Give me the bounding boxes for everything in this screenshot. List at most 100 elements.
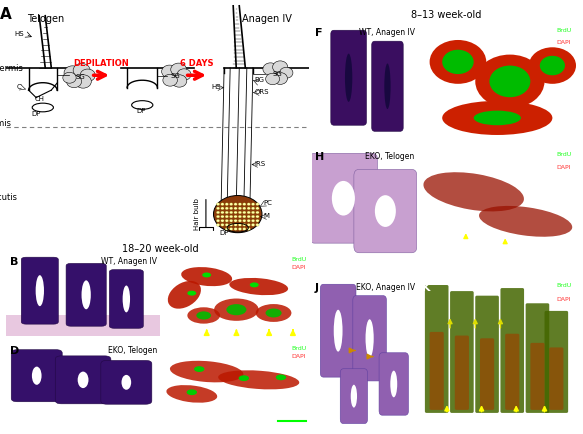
Text: DAPI: DAPI <box>557 296 571 301</box>
Text: Telogen: Telogen <box>27 14 64 24</box>
Circle shape <box>225 220 229 223</box>
Circle shape <box>247 220 250 223</box>
Text: BrdU: BrdU <box>291 345 306 350</box>
Circle shape <box>225 204 229 206</box>
FancyBboxPatch shape <box>66 264 106 326</box>
Ellipse shape <box>181 267 232 286</box>
Text: EKO, Anagen IV: EKO, Anagen IV <box>356 283 415 291</box>
Circle shape <box>66 76 82 89</box>
Ellipse shape <box>276 375 286 380</box>
Circle shape <box>221 216 224 218</box>
Ellipse shape <box>214 299 259 321</box>
Circle shape <box>243 207 246 210</box>
Ellipse shape <box>256 304 292 322</box>
Ellipse shape <box>351 385 357 408</box>
Circle shape <box>251 216 255 218</box>
FancyBboxPatch shape <box>320 285 356 377</box>
Text: Epidermis: Epidermis <box>0 64 23 73</box>
Ellipse shape <box>366 319 374 358</box>
Circle shape <box>263 64 278 76</box>
Ellipse shape <box>474 112 521 126</box>
Text: SG: SG <box>272 71 282 76</box>
Ellipse shape <box>166 385 217 403</box>
Text: Hair bulb: Hair bulb <box>194 197 200 229</box>
Ellipse shape <box>170 361 244 382</box>
Circle shape <box>243 216 246 218</box>
Ellipse shape <box>384 64 391 110</box>
FancyBboxPatch shape <box>450 292 474 413</box>
Text: SG: SG <box>75 74 85 80</box>
Text: PC: PC <box>264 200 272 206</box>
FancyBboxPatch shape <box>549 348 563 410</box>
Circle shape <box>256 212 259 214</box>
Ellipse shape <box>121 375 131 390</box>
Ellipse shape <box>187 291 196 296</box>
Circle shape <box>238 204 241 206</box>
Text: H: H <box>315 151 324 161</box>
Circle shape <box>238 220 241 223</box>
Ellipse shape <box>540 57 565 76</box>
Circle shape <box>216 216 220 218</box>
Circle shape <box>234 216 237 218</box>
Ellipse shape <box>168 281 201 309</box>
Circle shape <box>221 204 224 206</box>
FancyBboxPatch shape <box>310 154 378 243</box>
Ellipse shape <box>226 304 247 316</box>
Text: DP: DP <box>136 108 146 114</box>
Circle shape <box>247 207 250 210</box>
Text: DAPI: DAPI <box>557 39 571 45</box>
Circle shape <box>216 212 220 214</box>
Ellipse shape <box>229 278 288 296</box>
Ellipse shape <box>250 283 259 288</box>
Circle shape <box>256 224 259 227</box>
Circle shape <box>225 224 229 227</box>
Text: ORS: ORS <box>254 89 269 94</box>
Circle shape <box>280 68 293 79</box>
Text: HS: HS <box>212 83 221 89</box>
Ellipse shape <box>187 308 220 324</box>
FancyBboxPatch shape <box>353 296 387 381</box>
Circle shape <box>251 224 255 227</box>
Circle shape <box>230 207 233 210</box>
Circle shape <box>256 207 259 210</box>
Ellipse shape <box>36 276 44 306</box>
Circle shape <box>247 228 250 231</box>
Text: BrdU: BrdU <box>556 151 571 156</box>
Ellipse shape <box>345 55 352 102</box>
Circle shape <box>230 220 233 223</box>
Circle shape <box>75 76 92 89</box>
Circle shape <box>247 224 250 227</box>
Circle shape <box>230 224 233 227</box>
Circle shape <box>161 66 177 79</box>
Text: A: A <box>0 7 12 22</box>
Ellipse shape <box>489 66 531 98</box>
Text: I: I <box>422 151 426 161</box>
Circle shape <box>216 224 220 227</box>
Text: M: M <box>264 212 269 218</box>
FancyBboxPatch shape <box>354 170 417 253</box>
Text: SG: SG <box>171 73 181 79</box>
Text: EKO, Telogen: EKO, Telogen <box>108 345 157 354</box>
Text: K: K <box>422 283 430 292</box>
Ellipse shape <box>202 273 211 278</box>
Circle shape <box>251 207 255 210</box>
Circle shape <box>243 212 246 214</box>
Text: WT, Anagen IV: WT, Anagen IV <box>101 256 157 265</box>
Text: DAPI: DAPI <box>557 164 571 169</box>
FancyBboxPatch shape <box>331 31 367 126</box>
Ellipse shape <box>265 309 282 318</box>
Circle shape <box>216 207 220 210</box>
Text: Anagen IV: Anagen IV <box>241 14 292 24</box>
Text: EKO, Telogen: EKO, Telogen <box>366 151 415 161</box>
Text: BrdU: BrdU <box>556 283 571 287</box>
FancyBboxPatch shape <box>545 311 568 413</box>
Circle shape <box>243 224 246 227</box>
Text: IRS: IRS <box>254 160 265 166</box>
Ellipse shape <box>78 372 89 388</box>
Text: E: E <box>165 345 173 355</box>
Ellipse shape <box>390 371 397 398</box>
Circle shape <box>230 216 233 218</box>
Text: Subcutis: Subcutis <box>0 193 17 202</box>
FancyBboxPatch shape <box>340 369 367 424</box>
Text: HS: HS <box>15 31 24 37</box>
